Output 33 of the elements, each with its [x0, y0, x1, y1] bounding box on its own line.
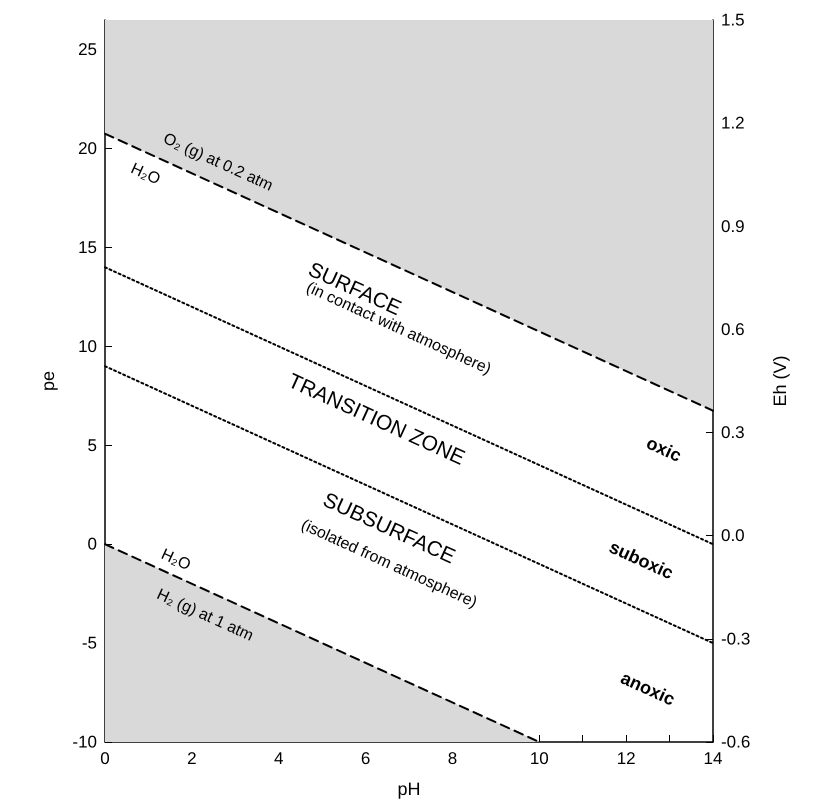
x-tick-label: 0	[100, 749, 110, 768]
y2-tick-label: 0.3	[721, 423, 745, 442]
x-tick-label: 12	[616, 749, 636, 768]
annotation: H₂ (g) at 1 atm	[154, 586, 256, 645]
x-tick-label: 8	[448, 749, 458, 768]
y-tick-label: 0	[88, 534, 97, 554]
x-tick-label: 4	[274, 749, 284, 768]
y2-tick-label: 0.0	[721, 526, 745, 546]
annotation: H₂O	[158, 546, 194, 574]
y-tick-label: -10	[72, 732, 97, 752]
y-tick-label: 10	[78, 336, 97, 356]
y-tick-label: 20	[78, 139, 97, 158]
y2-tick-label: -0.6	[721, 732, 750, 752]
y2-tick-label: 1.2	[721, 114, 745, 133]
x-tick-label: 2	[187, 749, 197, 768]
x-tick-label: 6	[360, 749, 370, 768]
y2-tick-label: 0.9	[721, 216, 745, 236]
x-axis-title: pH	[397, 779, 421, 799]
y2-axis-title: Eh (V)	[770, 355, 790, 407]
y-tick-label: 5	[88, 436, 97, 455]
y2-tick-label: 1.5	[721, 10, 745, 30]
annotation: oxic	[643, 432, 684, 466]
annotation: anoxic	[618, 668, 678, 710]
y-tick-label: 15	[78, 238, 97, 257]
annotation: O₂ (g) at 0.2 atm	[160, 130, 276, 195]
y-axis-title: pe	[38, 370, 58, 392]
y2-tick-label: -0.3	[721, 629, 750, 648]
y-tick-label: -5	[82, 634, 97, 653]
x-tick-label: 14	[704, 749, 722, 768]
y2-tick-label: 0.6	[721, 320, 745, 339]
x-tick-label: 10	[530, 749, 549, 768]
annotation: H₂O	[128, 160, 163, 188]
y-tick-label: 25	[78, 40, 97, 60]
